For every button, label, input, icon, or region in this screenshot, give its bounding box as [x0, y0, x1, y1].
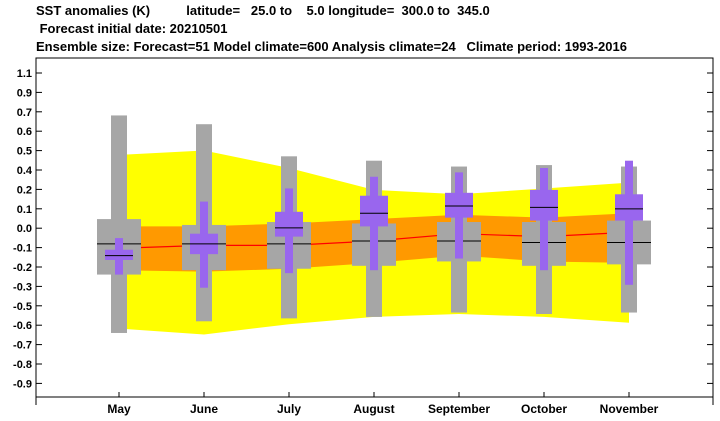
forecast-whisker-november — [625, 160, 633, 285]
x-category-label: November — [600, 402, 659, 416]
y-tick-label: 0.9 — [17, 87, 32, 99]
y-tick-label: 0.5 — [17, 146, 32, 158]
y-tick-label: -0.2 — [13, 262, 32, 274]
x-category-label: June — [190, 402, 218, 416]
x-category-label: May — [107, 402, 131, 416]
y-tick-label: -0.7 — [13, 340, 32, 352]
forecast-box-november — [615, 194, 643, 221]
forecast-box-july — [275, 211, 303, 237]
forecast-box-may — [105, 249, 133, 260]
x-category-label: July — [277, 402, 301, 416]
y-tick-label: 0.1 — [17, 204, 32, 216]
y-tick-label: -0.9 — [13, 378, 32, 390]
y-tick-label: 1.1 — [17, 68, 32, 80]
x-category-label: September — [428, 402, 490, 416]
chart-header-line-1: SST anomalies (K) latitude= 25.0 to 5.0 … — [36, 3, 490, 18]
y-tick-label: -0.3 — [13, 281, 32, 293]
y-tick-label: 0.6 — [17, 126, 32, 138]
y-tick-label: -0.8 — [13, 359, 32, 371]
forecast-box-october — [530, 189, 558, 221]
x-category-label: October — [521, 402, 567, 416]
y-tick-label: -0.1 — [13, 243, 32, 255]
x-category-label: August — [353, 402, 394, 416]
y-tick-label: 0.7 — [17, 107, 32, 119]
y-tick-label: 0.0 — [17, 223, 32, 235]
plot-area: 1.1 0.9 0.7 0.6 0.5 0.4 0.2 0.1 0.0 -0.1 -0.2 -0.3 -… — [13, 57, 714, 416]
forecast-box-august — [360, 195, 388, 227]
y-tick-label: 0.4 — [17, 165, 33, 177]
y-tick-label: 0.2 — [17, 184, 32, 196]
chart-header-line-2: Forecast initial date: 20210501 — [36, 21, 228, 36]
y-tick-label: -0.5 — [13, 301, 32, 313]
forecast-box-september — [445, 192, 473, 218]
y-tick-label: -0.6 — [13, 320, 32, 332]
chart-header-line-3: Ensemble size: Forecast=51 Model climate… — [36, 39, 627, 54]
